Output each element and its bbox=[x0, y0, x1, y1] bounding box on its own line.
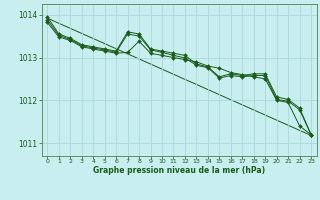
X-axis label: Graphe pression niveau de la mer (hPa): Graphe pression niveau de la mer (hPa) bbox=[93, 166, 265, 175]
